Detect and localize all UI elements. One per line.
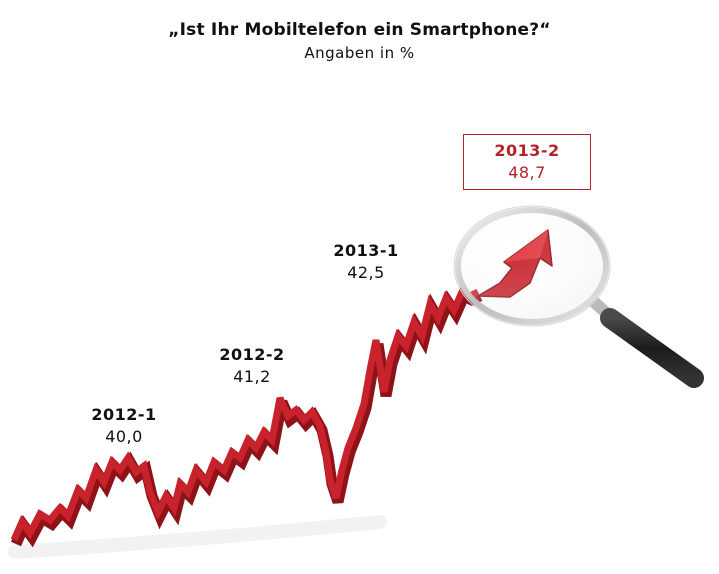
data-label-2013-2: 2013-2 48,7 [463, 134, 591, 190]
trend-line [10, 287, 483, 548]
period-label: 2013-1 [333, 241, 399, 260]
chart-title: „Ist Ihr Mobiltelefon ein Smartphone?“ [168, 20, 551, 40]
value-label: 42,5 [347, 263, 385, 282]
value-label: 41,2 [233, 367, 271, 386]
chart-subtitle: Angaben in % [304, 44, 415, 62]
data-label-2012-2: 2012-2 41,2 [192, 344, 312, 388]
period-label: 2012-2 [219, 345, 285, 364]
data-label-2012-1: 2012-1 40,0 [64, 404, 184, 448]
magnifying-glass-icon [588, 296, 704, 388]
value-label: 40,0 [105, 427, 143, 446]
period-label: 2013-2 [494, 141, 560, 160]
value-label: 48,7 [508, 163, 546, 182]
period-label: 2012-1 [91, 405, 157, 424]
data-label-2013-1: 2013-1 42,5 [306, 240, 426, 284]
trend-shadow [8, 515, 387, 559]
lens [453, 205, 611, 327]
